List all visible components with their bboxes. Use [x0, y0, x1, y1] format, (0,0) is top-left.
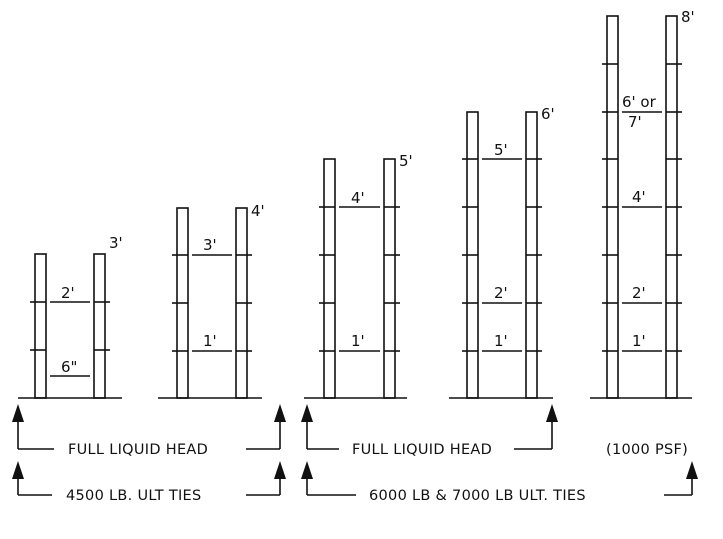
left-post — [34, 253, 47, 399]
bracket-label: FULL LIQUID HEAD — [68, 442, 208, 458]
tie-label: 4' — [351, 189, 365, 207]
bracket-label: FULL LIQUID HEAD — [352, 442, 492, 458]
bracket-label: 4500 LB. ULT TIES — [66, 488, 202, 504]
bracket-4500-lb-ties: 4500 LB. ULT TIES — [12, 461, 286, 504]
arrow-up-icon — [686, 461, 698, 479]
tie-label: 1' — [632, 332, 646, 350]
tie-label: 2' — [632, 284, 646, 302]
tie-label: 4' — [632, 188, 646, 206]
tie-label: 2' — [61, 284, 75, 302]
arrow-up-icon — [301, 461, 313, 479]
pressure-label: (1000 PSF) — [606, 442, 688, 458]
bracket-6000-7000-lb-ties: 6000 LB & 7000 LB ULT. TIES — [301, 461, 698, 504]
bracket-full-liquid-head-2: FULL LIQUID HEAD — [301, 404, 558, 458]
arrow-up-icon — [12, 404, 24, 422]
right-post — [383, 158, 396, 399]
arrow-up-icon — [12, 461, 24, 479]
arrow-up-icon — [301, 404, 313, 422]
right-post — [93, 253, 106, 399]
height-label: 5' — [399, 152, 413, 170]
tie-label: 6' or — [622, 93, 657, 111]
height-label: 3' — [109, 234, 123, 252]
tie-label: 1' — [494, 332, 508, 350]
arrow-up-icon — [274, 404, 286, 422]
tie-label: 6" — [61, 358, 77, 376]
arrow-up-icon — [546, 404, 558, 422]
height-label: 6' — [541, 105, 555, 123]
arrow-up-icon — [274, 461, 286, 479]
tie-label: 3' — [203, 236, 217, 254]
bracket-full-liquid-head-1: FULL LIQUID HEAD — [12, 404, 286, 458]
tie-label: 1' — [203, 332, 217, 350]
height-label: 8' — [681, 8, 695, 26]
wall-column-8ft: 8' 6' or 7' 4' 2' 1' — [590, 8, 695, 399]
tie-label: 7' — [628, 113, 642, 131]
wall-column-3ft: 3' 2' 6" — [18, 234, 123, 399]
wall-column-6ft: 6' 5' 2' 1' — [449, 105, 555, 399]
wall-column-4ft: 4' 3' 1' — [158, 202, 265, 399]
height-label: 4' — [251, 202, 265, 220]
tie-label: 2' — [494, 284, 508, 302]
left-post — [323, 158, 336, 399]
tie-label: 1' — [351, 332, 365, 350]
tie-label: 5' — [494, 141, 508, 159]
wall-column-5ft: 5' 4' 1' — [304, 152, 413, 399]
bracket-label: 6000 LB & 7000 LB ULT. TIES — [369, 488, 586, 504]
